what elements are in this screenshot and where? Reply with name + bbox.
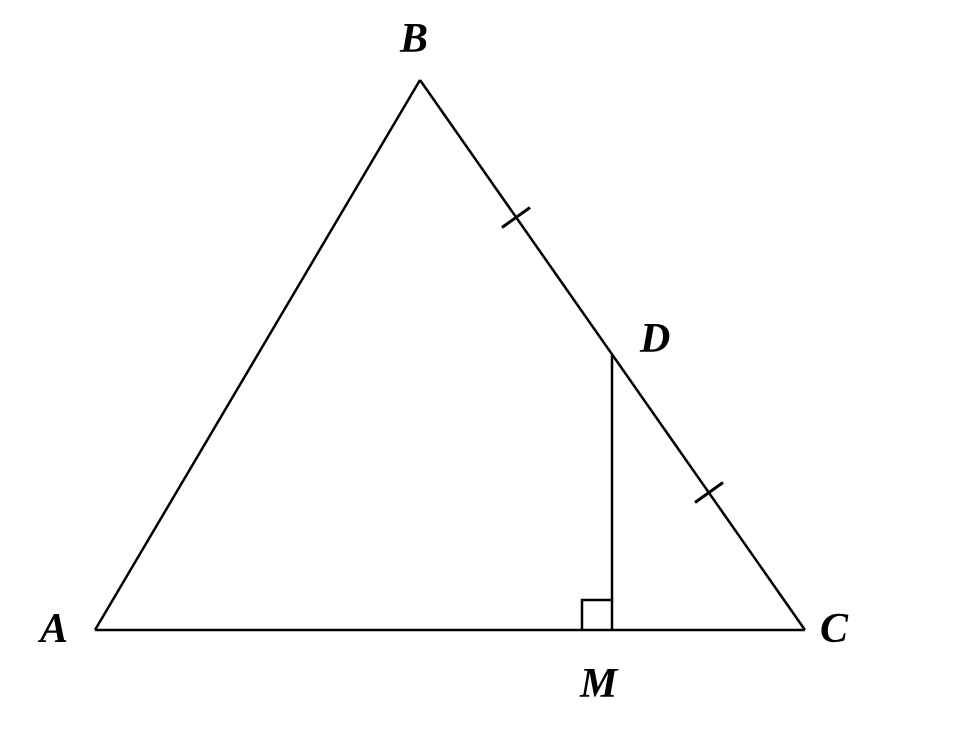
tick-mark-DC (695, 483, 723, 503)
label-B: B (400, 15, 428, 63)
edge-AB (95, 80, 420, 630)
label-C: C (820, 605, 848, 653)
label-M: M (580, 660, 617, 708)
tick-mark-BD (502, 208, 530, 228)
label-D: D (640, 315, 670, 363)
right-angle-marker (582, 600, 612, 630)
label-A: A (40, 605, 68, 653)
